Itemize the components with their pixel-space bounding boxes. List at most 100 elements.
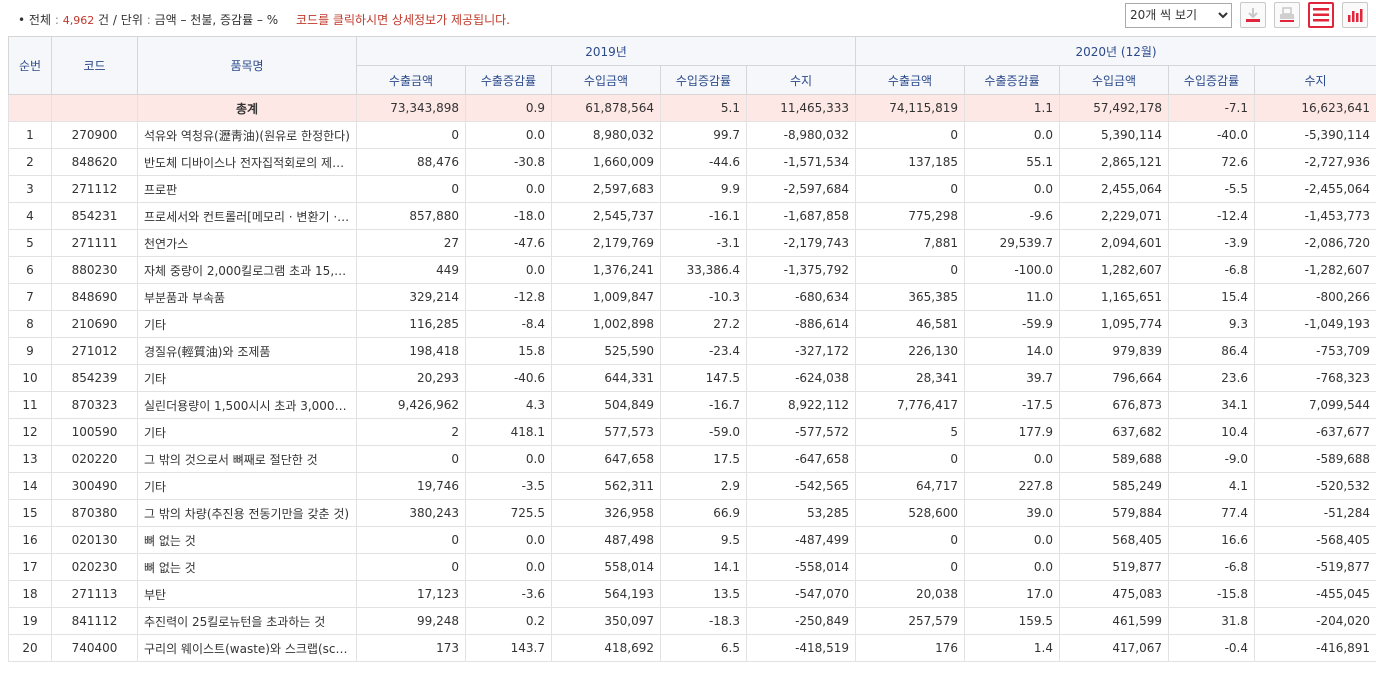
list-view-button[interactable]: [1308, 2, 1334, 28]
code-link[interactable]: 210690: [51, 310, 138, 338]
value-cell: -487,499: [745, 526, 857, 554]
value-cell: 17,123: [356, 580, 466, 608]
value-cell: 504,849: [551, 391, 661, 419]
value-cell: -3.6: [465, 580, 552, 608]
value-cell: 365,385: [855, 283, 966, 311]
value-cell: 1,095,774: [1059, 310, 1170, 338]
value-cell: -768,323: [1254, 364, 1376, 392]
page-size-select[interactable]: 20개 씩 보기: [1125, 2, 1232, 28]
value-cell: 7,099,544: [1254, 391, 1376, 419]
rank-cell: 12: [8, 418, 52, 446]
value-cell: -1,282,607: [1254, 256, 1376, 284]
list-view-icon: [1313, 8, 1329, 22]
rank-cell: 14: [8, 472, 52, 500]
rank-cell: 4: [8, 202, 52, 230]
code-link[interactable]: 271111: [51, 229, 138, 257]
header-import-growth[interactable]: 수입증감률: [1168, 65, 1256, 95]
code-link[interactable]: 740400: [51, 634, 138, 662]
print-button[interactable]: [1274, 2, 1300, 28]
header-balance[interactable]: 수지: [745, 65, 857, 95]
value-cell: -0.4: [1168, 634, 1256, 662]
value-cell: -59.9: [964, 310, 1061, 338]
total-value: 0.9: [465, 94, 552, 122]
value-cell: 39.7: [964, 364, 1061, 392]
code-link[interactable]: 020220: [51, 445, 138, 473]
value-cell: -16.7: [660, 391, 747, 419]
value-cell: 676,873: [1059, 391, 1170, 419]
item-name-cell: 그 밖의 것으로서 뼈째로 절단한 것: [137, 445, 357, 473]
value-cell: 20,293: [356, 364, 466, 392]
value-cell: 4.1: [1168, 472, 1256, 500]
value-cell: 857,880: [356, 202, 466, 230]
value-cell: 2,865,121: [1059, 148, 1170, 176]
code-link[interactable]: 848620: [51, 148, 138, 176]
rank-cell: 10: [8, 364, 52, 392]
value-cell: 0: [356, 121, 466, 149]
total-value: 74,115,819: [855, 94, 966, 122]
value-cell: -16.1: [660, 202, 747, 230]
value-cell: 0.0: [465, 256, 552, 284]
download-button[interactable]: [1240, 2, 1266, 28]
value-cell: 558,014: [551, 553, 661, 581]
value-cell: 16.6: [1168, 526, 1256, 554]
value-cell: 725.5: [465, 499, 552, 527]
code-link[interactable]: 848690: [51, 283, 138, 311]
value-cell: -3.5: [465, 472, 552, 500]
item-name-cell: 기타: [137, 364, 357, 392]
header-import-amount[interactable]: 수입금액: [551, 65, 661, 95]
table-row: 3 271112 프로판 0 0.0 2,597,683 9.9 -2,597,684 0 0.0…: [8, 175, 1376, 203]
value-cell: -2,597,684: [745, 175, 857, 203]
header-export-growth[interactable]: 수출증감률: [465, 65, 552, 95]
code-link[interactable]: 841112: [51, 607, 138, 635]
value-cell: 1.4: [964, 634, 1061, 662]
value-cell: 15.4: [1168, 283, 1256, 311]
value-cell: 99,248: [356, 607, 466, 635]
value-cell: 329,214: [356, 283, 466, 311]
header-import-growth[interactable]: 수입증감률: [660, 65, 747, 95]
value-cell: 0: [356, 526, 466, 554]
rank-cell: 9: [8, 337, 52, 365]
code-link[interactable]: 020230: [51, 553, 138, 581]
value-cell: -1,687,858: [745, 202, 857, 230]
value-cell: -12.4: [1168, 202, 1256, 230]
value-cell: 176: [855, 634, 966, 662]
value-cell: -12.8: [465, 283, 552, 311]
header-name[interactable]: 품목명: [137, 36, 357, 95]
code-link[interactable]: 271112: [51, 175, 138, 203]
table-row: 18 271113 부탄 17,123 -3.6 564,193 13.5 -547,070 2…: [8, 580, 1376, 608]
code-link[interactable]: 870380: [51, 499, 138, 527]
code-link[interactable]: 870323: [51, 391, 138, 419]
value-cell: 525,590: [551, 337, 661, 365]
header-code[interactable]: 코드: [51, 36, 138, 95]
header-export-amount[interactable]: 수출금액: [855, 65, 966, 95]
chart-view-button[interactable]: [1342, 2, 1368, 28]
code-link[interactable]: 020130: [51, 526, 138, 554]
code-link[interactable]: 270900: [51, 121, 138, 149]
code-link[interactable]: 100590: [51, 418, 138, 446]
code-link[interactable]: 854231: [51, 202, 138, 230]
value-cell: -2,179,743: [745, 229, 857, 257]
code-link[interactable]: 271012: [51, 337, 138, 365]
header-export-growth[interactable]: 수출증감률: [964, 65, 1061, 95]
code-link[interactable]: 300490: [51, 472, 138, 500]
code-link[interactable]: 271113: [51, 580, 138, 608]
code-link[interactable]: 854239: [51, 364, 138, 392]
value-cell: 796,664: [1059, 364, 1170, 392]
toolbar: • 전체 : 4,962 건 / 단위 : 금액 – 천불, 증감률 – % 코…: [0, 0, 1376, 36]
value-cell: -40.0: [1168, 121, 1256, 149]
header-balance[interactable]: 수지: [1254, 65, 1376, 95]
code-link[interactable]: 880230: [51, 256, 138, 284]
download-icon: [1246, 8, 1260, 22]
total-label: 총계: [137, 94, 357, 122]
value-cell: -2,086,720: [1254, 229, 1376, 257]
value-cell: 137,185: [855, 148, 966, 176]
value-cell: -17.5: [964, 391, 1061, 419]
value-cell: 417,067: [1059, 634, 1170, 662]
value-cell: 0: [356, 445, 466, 473]
header-import-amount[interactable]: 수입금액: [1059, 65, 1170, 95]
header-rank[interactable]: 순번: [8, 36, 52, 95]
value-cell: -23.4: [660, 337, 747, 365]
value-cell: 2,597,683: [551, 175, 661, 203]
header-export-amount[interactable]: 수출금액: [356, 65, 466, 95]
